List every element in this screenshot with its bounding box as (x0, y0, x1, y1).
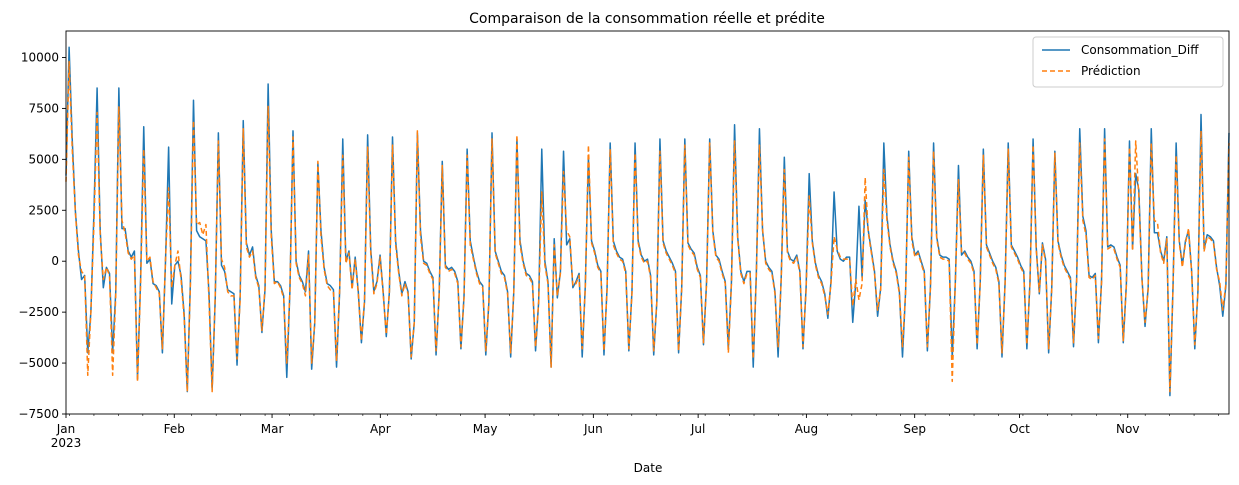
x-tick-label: Jul (690, 422, 705, 436)
legend-label-consommation-diff: Consommation_Diff (1081, 43, 1199, 57)
x-tick-label: May (473, 422, 498, 436)
chart-title: Comparaison de la consommation réelle et… (469, 11, 825, 27)
x-tick-label: Sep (903, 422, 926, 436)
series-line-consommation-diff (65, 46, 1230, 397)
x-tick-label: Aug (795, 422, 818, 436)
x-axis-title: Date (634, 461, 663, 475)
x-tick-label: Feb (164, 422, 185, 436)
x-tick-label: Apr (370, 422, 391, 436)
y-tick-label: −5000 (18, 356, 59, 370)
x-tick-sublabel: 2023 (51, 436, 82, 450)
y-tick-label: −2500 (18, 305, 59, 319)
y-tick-label: −7500 (18, 407, 59, 421)
axes-frame (65, 30, 1230, 415)
series-line-prediction (65, 60, 1230, 393)
y-tick-label: 10000 (21, 50, 59, 64)
legend: Consommation_Diff Prédiction (1032, 36, 1224, 88)
x-tick-label: Oct (1009, 422, 1030, 436)
series-layer (65, 46, 1230, 397)
legend-box (1032, 36, 1224, 88)
plot-area (65, 30, 1230, 415)
y-tick-label: 7500 (28, 101, 59, 115)
x-tick-label: Jun (583, 422, 603, 436)
y-tick-label: 5000 (28, 152, 59, 166)
legend-label-prediction: Prédiction (1081, 64, 1141, 78)
x-tick-label: Nov (1116, 422, 1139, 436)
x-tick-label: Mar (261, 422, 284, 436)
y-axis: −7500 −5000 −2500 0 2500 5000 7500 10000 (18, 50, 66, 421)
x-tick-label: Jan (56, 422, 76, 436)
y-tick-label: 0 (51, 254, 59, 268)
y-tick-label: 2500 (28, 203, 59, 217)
